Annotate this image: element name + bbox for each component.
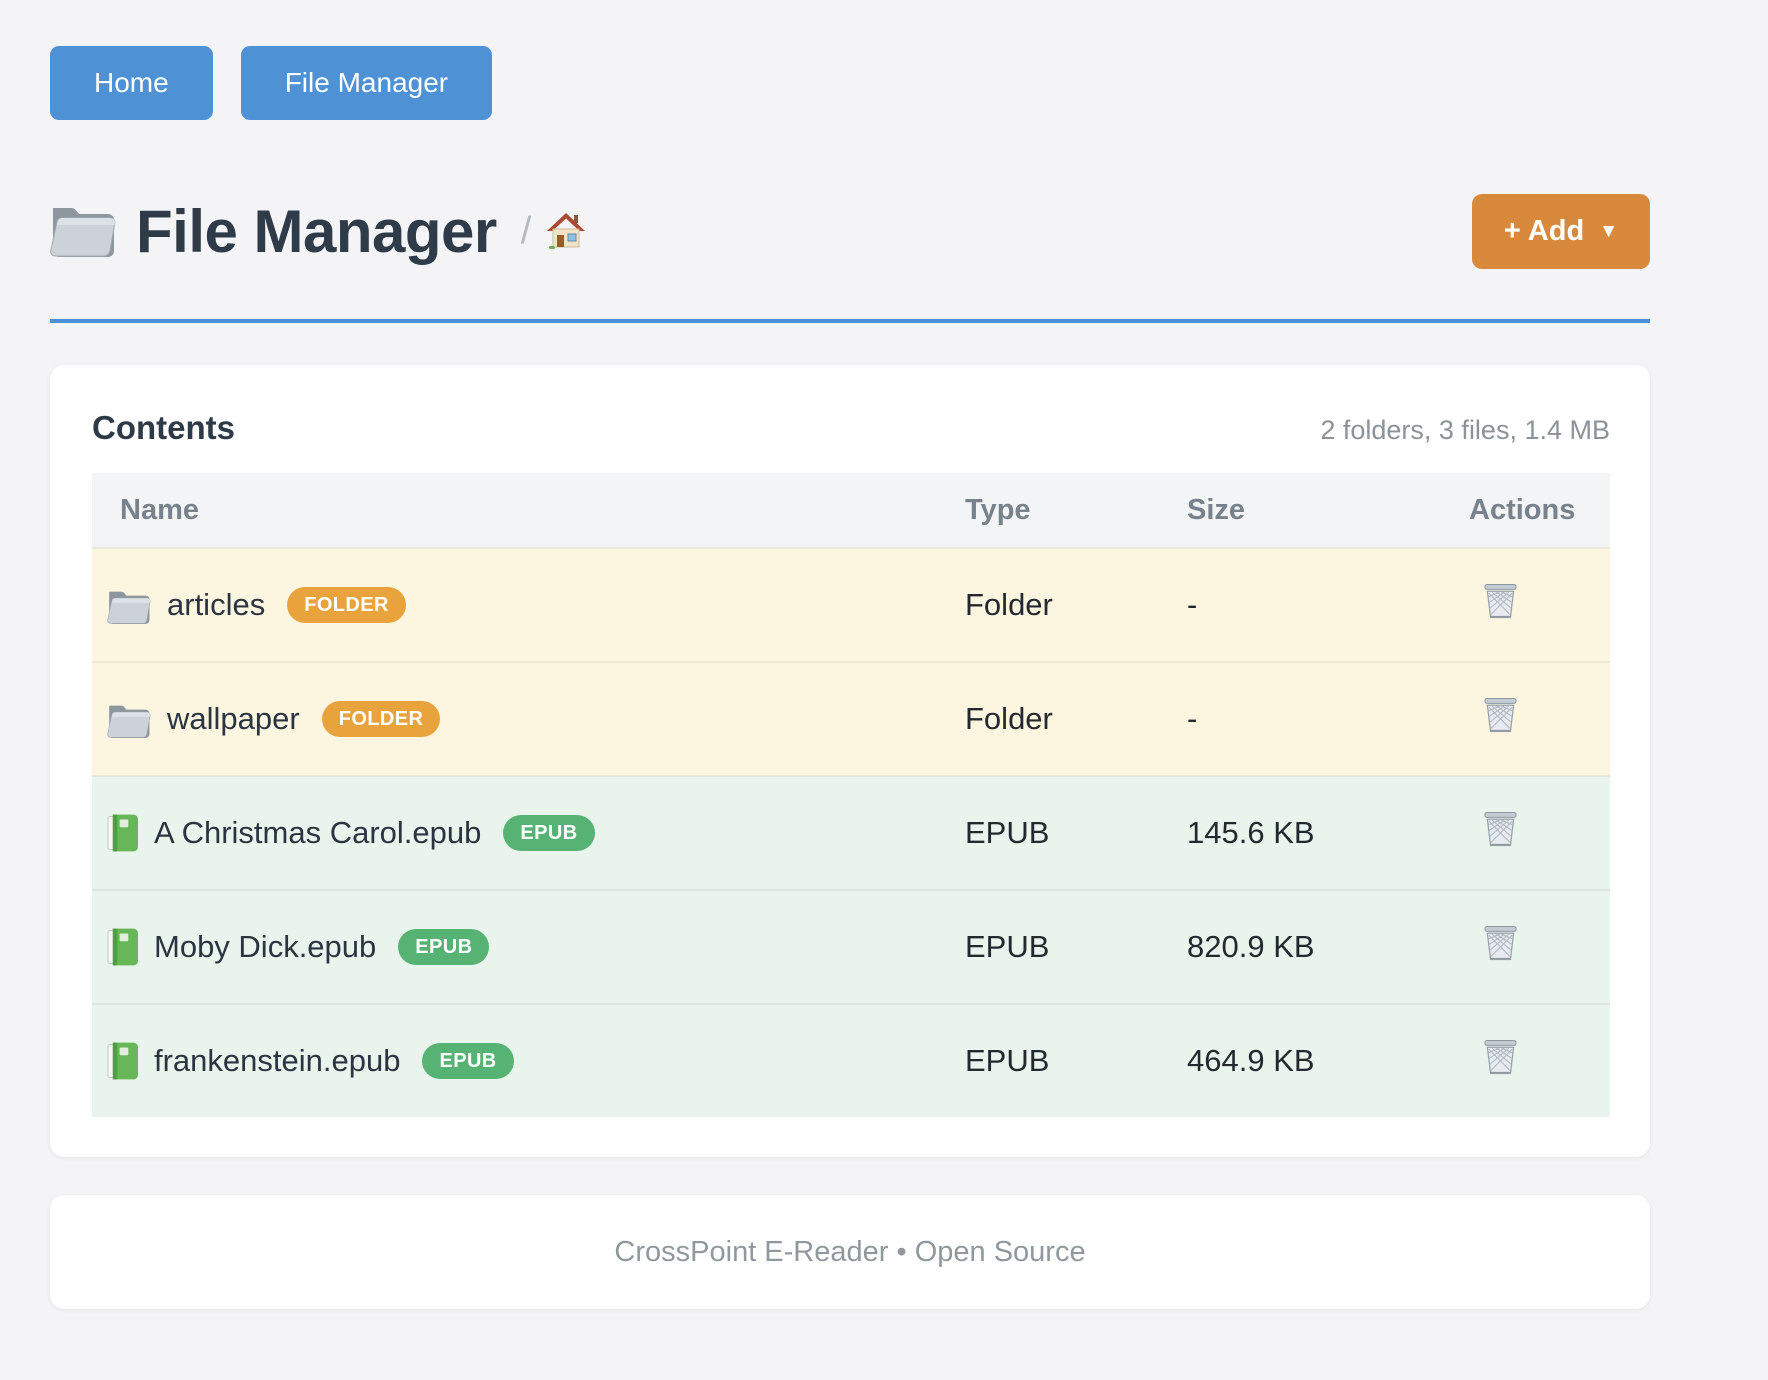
contents-summary: 2 folders, 3 files, 1.4 MB: [1320, 415, 1610, 446]
page: Home File Manager File Manager /: [50, 46, 1650, 1310]
file-type: EPUB: [965, 889, 1187, 1005]
delete-button[interactable]: [1483, 924, 1518, 965]
table-row: A Christmas Carol.epub EPUB EPUB 145.6 K…: [92, 775, 1610, 891]
table-header-row: Name Type Size Actions: [92, 473, 1610, 549]
trash-icon: [1483, 810, 1518, 851]
page-header: File Manager / + Add ▼: [50, 194, 1650, 270]
trash-icon: [1483, 582, 1518, 623]
trash-icon: [1483, 696, 1518, 737]
column-header-name: Name: [92, 473, 965, 549]
type-badge: EPUB: [503, 815, 595, 852]
table-body: articles FOLDER Folder -: [92, 547, 1610, 1118]
table-row: frankenstein.epub EPUB EPUB 464.9 KB: [92, 1003, 1610, 1118]
book-icon: [107, 928, 138, 966]
column-header-type: Type: [965, 473, 1187, 549]
file-size: 145.6 KB: [1187, 775, 1469, 891]
delete-button[interactable]: [1483, 810, 1518, 851]
file-name[interactable]: articles: [167, 587, 266, 623]
type-badge: EPUB: [422, 1043, 514, 1080]
trash-icon: [1483, 924, 1518, 965]
trash-icon: [1483, 1038, 1518, 1079]
file-name[interactable]: frankenstein.epub: [154, 1043, 401, 1079]
file-type: Folder: [965, 661, 1187, 777]
column-header-actions: Actions: [1469, 473, 1610, 549]
breadcrumb-home-link[interactable]: [545, 209, 587, 254]
file-size: -: [1187, 547, 1469, 663]
table-row: articles FOLDER Folder -: [92, 547, 1610, 663]
contents-heading: Contents: [92, 409, 235, 447]
folder-icon: [107, 701, 151, 738]
table-row: Moby Dick.epub EPUB EPUB 820.9 KB: [92, 889, 1610, 1005]
file-size: 820.9 KB: [1187, 889, 1469, 1005]
file-name[interactable]: wallpaper: [167, 701, 300, 737]
delete-button[interactable]: [1483, 696, 1518, 737]
file-manager-button[interactable]: File Manager: [240, 46, 493, 121]
contents-card: Contents 2 folders, 3 files, 1.4 MB Name…: [50, 365, 1650, 1158]
column-header-size: Size: [1187, 473, 1469, 549]
file-name[interactable]: Moby Dick.epub: [154, 929, 377, 965]
file-type: EPUB: [965, 1003, 1187, 1118]
file-name[interactable]: A Christmas Carol.epub: [154, 815, 482, 851]
table-row: wallpaper FOLDER Folder -: [92, 661, 1610, 777]
delete-button[interactable]: [1483, 582, 1518, 623]
title-divider: [50, 319, 1650, 324]
book-icon: [107, 1042, 138, 1080]
home-button[interactable]: Home: [50, 46, 213, 121]
house-icon: [545, 209, 587, 254]
file-size: -: [1187, 661, 1469, 777]
delete-button[interactable]: [1483, 1038, 1518, 1079]
type-badge: FOLDER: [321, 701, 441, 738]
add-button-label: + Add: [1503, 215, 1585, 248]
footer: CrossPoint E-Reader • Open Source: [50, 1195, 1650, 1310]
file-size: 464.9 KB: [1187, 1003, 1469, 1118]
chevron-down-icon: ▼: [1599, 221, 1618, 243]
top-nav: Home File Manager: [50, 46, 1650, 121]
folder-icon: [50, 201, 116, 262]
files-table: Name Type Size Actions: [92, 473, 1610, 1118]
file-type: EPUB: [965, 775, 1187, 891]
type-badge: FOLDER: [287, 587, 406, 624]
footer-text: CrossPoint E-Reader • Open Source: [614, 1235, 1086, 1268]
folder-icon: [107, 587, 151, 624]
page-title: File Manager: [136, 198, 497, 266]
add-button[interactable]: + Add ▼: [1471, 194, 1650, 270]
breadcrumb-separator: /: [520, 210, 532, 253]
file-type: Folder: [965, 547, 1187, 663]
type-badge: EPUB: [398, 929, 490, 966]
book-icon: [107, 814, 138, 852]
